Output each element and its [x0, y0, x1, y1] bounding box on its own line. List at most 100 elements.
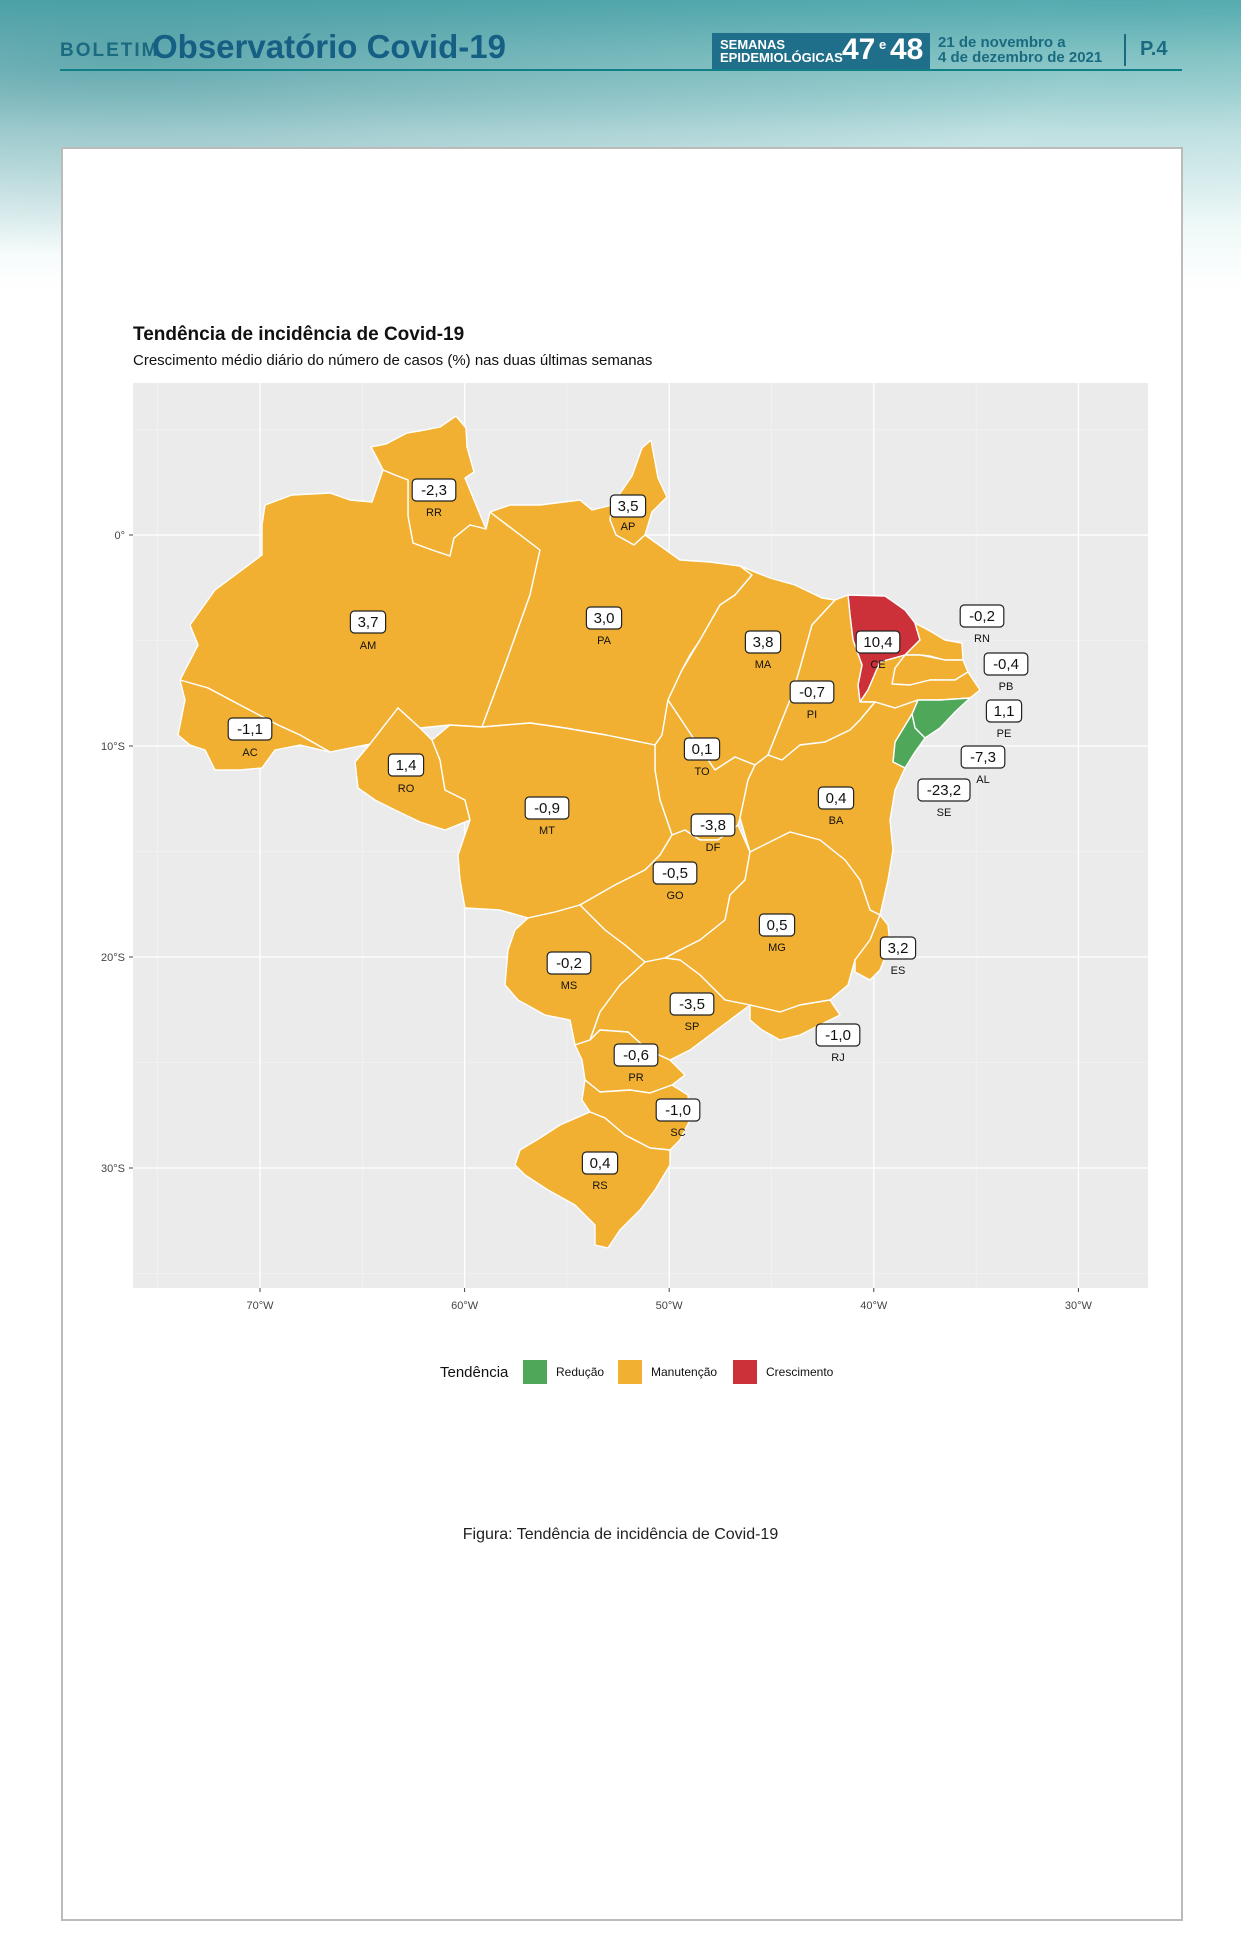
y-tick-label: 20°S — [101, 952, 125, 964]
weeks-label-line2: EPIDEMIOLÓGICAS — [720, 50, 843, 65]
label-abbr-ce: CE — [870, 659, 885, 671]
page-number: P.4 — [1140, 38, 1168, 60]
label-abbr-pr: PR — [628, 1072, 643, 1084]
label-value-pb: -0,4 — [993, 656, 1019, 673]
label-box-ap — [609, 494, 647, 518]
label-box-ba — [817, 786, 855, 810]
weeks-label-line1: SEMANAS — [720, 37, 786, 52]
weeks-badge: SEMANAS EPIDEMIOLÓGICAS 47 e 48 — [712, 33, 930, 69]
label-value-rs: 0,4 — [590, 1155, 611, 1172]
label-box-es — [879, 936, 917, 960]
label-abbr-sc: SC — [670, 1127, 685, 1139]
x-tick-label: 30°W — [1065, 1300, 1093, 1312]
label-abbr-sp: SP — [685, 1021, 700, 1033]
label-value-sp: -3,5 — [679, 996, 705, 1013]
label-abbr-ba: BA — [829, 815, 844, 827]
state-es — [854, 914, 891, 981]
label-value-to: 0,1 — [692, 741, 713, 758]
label-value-mt: -0,9 — [534, 800, 560, 817]
label-value-ba: 0,4 — [826, 790, 847, 807]
legend-swatch-crescimento — [733, 1360, 757, 1384]
week-separator: e — [879, 37, 887, 52]
label-box-mg — [758, 913, 796, 937]
legend-swatch-manutencao — [618, 1360, 642, 1384]
label-box-go — [652, 861, 698, 885]
label-abbr-df: DF — [706, 842, 721, 854]
label-value-pr: -0,6 — [623, 1047, 649, 1064]
label-box-mt — [524, 796, 570, 820]
label-value-mg: 0,5 — [767, 917, 788, 934]
label-value-ro: 1,4 — [396, 757, 417, 774]
header-rule — [60, 69, 1182, 71]
label-value-pi: -0,7 — [799, 684, 825, 701]
figure-caption: Figura: Tendência de incidência de Covid… — [462, 1526, 779, 1543]
label-abbr-se: SE — [937, 807, 952, 819]
label-value-ma: 3,8 — [753, 634, 774, 651]
legend-label-reducao: Redução — [556, 1365, 604, 1379]
label-value-rj: -1,0 — [825, 1027, 851, 1044]
date-range: 21 de novembro a 4 de dezembro de 2021 — [938, 35, 1102, 65]
label-value-ac: -1,1 — [237, 721, 263, 738]
boletim-label: BOLETIM — [60, 40, 160, 61]
label-box-ms — [546, 951, 592, 975]
label-abbr-pe: PE — [997, 728, 1012, 740]
label-box-pi — [789, 680, 835, 704]
label-box-ac — [227, 717, 273, 741]
label-box-am — [349, 610, 387, 634]
label-box-sc — [655, 1098, 701, 1122]
label-abbr-pb: PB — [999, 681, 1014, 693]
label-box-rs — [581, 1151, 619, 1175]
label-box-to — [683, 737, 721, 761]
label-box-pe — [985, 699, 1023, 723]
label-abbr-ms: MS — [561, 980, 578, 992]
legend-title: Tendência — [440, 1364, 509, 1381]
label-value-go: -0,5 — [662, 865, 688, 882]
x-tick-label: 40°W — [860, 1300, 888, 1312]
label-abbr-ro: RO — [398, 783, 415, 795]
label-box-ro — [387, 753, 425, 777]
y-tick-label: 10°S — [101, 741, 125, 753]
week-b: 48 — [890, 33, 924, 66]
label-box-ce — [855, 630, 901, 654]
week-a: 47 — [842, 33, 876, 66]
y-tick-label: 30°S — [101, 1163, 125, 1175]
label-abbr-to: TO — [694, 766, 710, 778]
label-value-al: -7,3 — [970, 749, 996, 766]
label-abbr-al: AL — [976, 774, 989, 786]
label-value-se: -23,2 — [927, 782, 961, 799]
label-abbr-ac: AC — [242, 747, 257, 759]
label-abbr-mt: MT — [539, 825, 555, 837]
label-box-rj — [815, 1023, 861, 1047]
label-box-al — [960, 745, 1006, 769]
label-abbr-rj: RJ — [831, 1052, 844, 1064]
label-abbr-rr: RR — [426, 507, 442, 519]
x-tick-label: 50°W — [656, 1300, 684, 1312]
label-abbr-mg: MG — [768, 942, 786, 954]
x-tick-label: 60°W — [451, 1300, 479, 1312]
bulletin-title: Observatório Covid-19 — [152, 28, 506, 65]
label-value-rr: -2,3 — [421, 482, 447, 499]
label-box-rn — [959, 604, 1005, 628]
legend-label-crescimento: Crescimento — [766, 1365, 834, 1379]
x-tick-label: 70°W — [246, 1300, 274, 1312]
label-box-sp — [669, 992, 715, 1016]
label-box-pr — [613, 1043, 659, 1067]
label-box-ma — [744, 630, 782, 654]
label-abbr-ap: AP — [621, 521, 636, 533]
weeks-label: SEMANAS EPIDEMIOLÓGICAS — [720, 38, 843, 64]
label-abbr-pa: PA — [597, 635, 612, 647]
label-value-rn: -0,2 — [969, 608, 995, 625]
label-value-ms: -0,2 — [556, 955, 582, 972]
label-value-ce: 10,4 — [863, 634, 892, 651]
date-line1: 21 de novembro a — [938, 34, 1066, 51]
date-line2: 4 de dezembro de 2021 — [938, 49, 1103, 66]
header-separator — [1124, 34, 1126, 66]
label-abbr-go: GO — [666, 890, 684, 902]
legend-label-manutencao: Manutenção — [651, 1365, 717, 1379]
label-abbr-rn: RN — [974, 633, 990, 645]
label-box-se — [917, 778, 971, 802]
label-abbr-pi: PI — [807, 709, 817, 721]
map-title: Tendência de incidência de Covid-19 — [133, 324, 465, 345]
label-box-pa — [585, 606, 623, 630]
